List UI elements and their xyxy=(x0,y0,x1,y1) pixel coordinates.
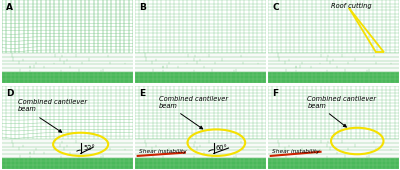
Bar xyxy=(2,72,133,83)
Text: B: B xyxy=(139,3,146,12)
Bar xyxy=(2,158,133,169)
Text: Combined cantilever
beam: Combined cantilever beam xyxy=(18,99,87,112)
Bar xyxy=(135,139,266,158)
Bar xyxy=(268,158,399,169)
Text: E: E xyxy=(139,89,145,98)
Text: Shear instability: Shear instability xyxy=(139,149,187,154)
Text: C: C xyxy=(272,3,279,12)
Bar xyxy=(268,139,399,158)
Bar xyxy=(135,72,266,83)
Bar xyxy=(268,72,399,83)
Text: 60°: 60° xyxy=(215,145,227,151)
Text: Combined cantilever
beam: Combined cantilever beam xyxy=(159,96,228,109)
Text: D: D xyxy=(6,89,14,98)
Text: Roof cutting: Roof cutting xyxy=(331,3,372,9)
Text: Shear instability: Shear instability xyxy=(272,149,320,154)
Text: 52°: 52° xyxy=(83,145,95,151)
Text: A: A xyxy=(6,3,13,12)
Bar xyxy=(2,53,133,72)
Bar xyxy=(135,53,266,72)
Bar xyxy=(2,139,133,158)
Bar xyxy=(268,53,399,72)
Bar xyxy=(135,158,266,169)
Text: Combined cantilever
beam: Combined cantilever beam xyxy=(308,96,376,109)
Text: F: F xyxy=(272,89,278,98)
